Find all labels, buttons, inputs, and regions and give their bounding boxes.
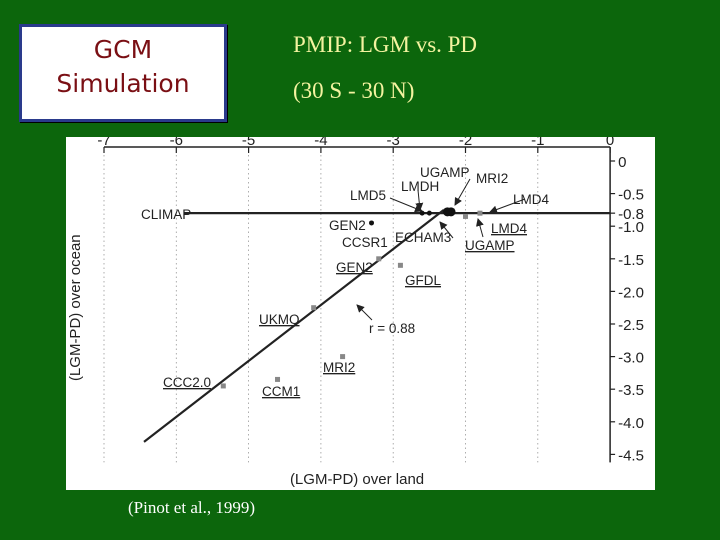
- annotation-label: CCSR1: [342, 235, 388, 250]
- x-tick-label: -4: [314, 137, 327, 149]
- x-axis-title: (LGM-PD) over land: [290, 471, 424, 488]
- x-tick-label: -7: [97, 137, 110, 149]
- data-point: [340, 354, 346, 360]
- data-point: [369, 220, 375, 226]
- annotation-label: UGAMP: [420, 165, 470, 180]
- y-tick-label: -3.5: [618, 382, 644, 399]
- pmip-scatter-chart: -7 -6 -5 -4 -3 -2 -1 0 0 -0.5 -0.8 -1.0 -1.5 -2.0 -2.5…: [66, 137, 655, 490]
- y-tick-label: -3.0: [618, 350, 644, 367]
- annotation-label: LMD4: [491, 221, 528, 236]
- gcm-simulation-box: GCM Simulation: [19, 24, 227, 122]
- annotation-arrow: [454, 178, 471, 206]
- data-point: [376, 256, 382, 262]
- data-point: [397, 262, 403, 268]
- regression-line: [143, 209, 445, 443]
- annotation-label: GEN2: [336, 260, 373, 275]
- y-tick-label: -1.5: [618, 252, 644, 269]
- data-point: [463, 213, 468, 219]
- data-point: [426, 210, 432, 216]
- x-tick-label: 0: [606, 137, 614, 149]
- annotation-label: r = 0.88: [369, 321, 415, 336]
- slide-title-line-1: PMIP: LGM vs. PD: [293, 32, 478, 57]
- data-point: [477, 210, 483, 216]
- annotation-label: GFDL: [405, 273, 441, 288]
- chart-svg: -7 -6 -5 -4 -3 -2 -1 00 -0.5 -0.8-1.0 -1.5 -2.0 -2.5…: [67, 137, 644, 488]
- data-point: [442, 207, 452, 217]
- box-line-2: Simulation: [56, 69, 190, 98]
- annotation-label: MRI2: [323, 360, 355, 375]
- y-tick-label: -1.0: [618, 219, 644, 236]
- annotation-arrow: [389, 197, 423, 213]
- slide-title-line-2: (30 S - 30 N): [293, 78, 415, 103]
- annotation-arrow: [356, 304, 373, 321]
- x-tick-label: -5: [242, 137, 255, 149]
- data-point: [419, 210, 425, 216]
- data-point: [275, 376, 281, 382]
- annotation-label: ECHAM3: [395, 230, 451, 245]
- x-tick-label: -1: [531, 137, 544, 149]
- annotation-label: CCM1: [262, 384, 300, 399]
- y-tick-label: -4.0: [618, 415, 644, 432]
- citation: (Pinot et al., 1999): [128, 498, 256, 517]
- y-tick-label: -4.5: [618, 447, 644, 464]
- annotation-label: GEN2: [329, 218, 366, 233]
- annotation-label: CLIMAP: [141, 207, 191, 222]
- y-tick-label: -0.5: [618, 187, 644, 204]
- annotation-label: UKMO: [259, 312, 300, 327]
- annotation-label: LMD5: [350, 188, 386, 203]
- x-tick-label: -6: [170, 137, 183, 149]
- y-tick-label: 0: [618, 154, 626, 171]
- annotation-arrow: [489, 198, 526, 214]
- annotation-label: MRI2: [476, 171, 508, 186]
- annotation-arrow: [439, 221, 454, 239]
- box-line-1: GCM: [93, 35, 153, 64]
- x-tick-label: -3: [387, 137, 400, 149]
- annotation-label: LMD4: [513, 192, 550, 207]
- y-tick-label: -0.8: [618, 206, 644, 223]
- y-tick-label: -2.5: [618, 317, 644, 334]
- gcm-simulation-label: GCM Simulation: [22, 33, 224, 101]
- data-point: [220, 383, 226, 389]
- y-axis-title: (LGM-PD) over ocean: [67, 234, 84, 381]
- y-tick-label: -2.0: [618, 284, 644, 301]
- annotation-label: CCC2.0: [163, 375, 211, 390]
- data-point: [311, 305, 317, 311]
- x-tick-label: -2: [459, 137, 472, 149]
- annotation-label: UGAMP: [465, 238, 515, 253]
- annotation-arrow: [476, 218, 484, 238]
- annotation-label: LMDH: [401, 179, 439, 194]
